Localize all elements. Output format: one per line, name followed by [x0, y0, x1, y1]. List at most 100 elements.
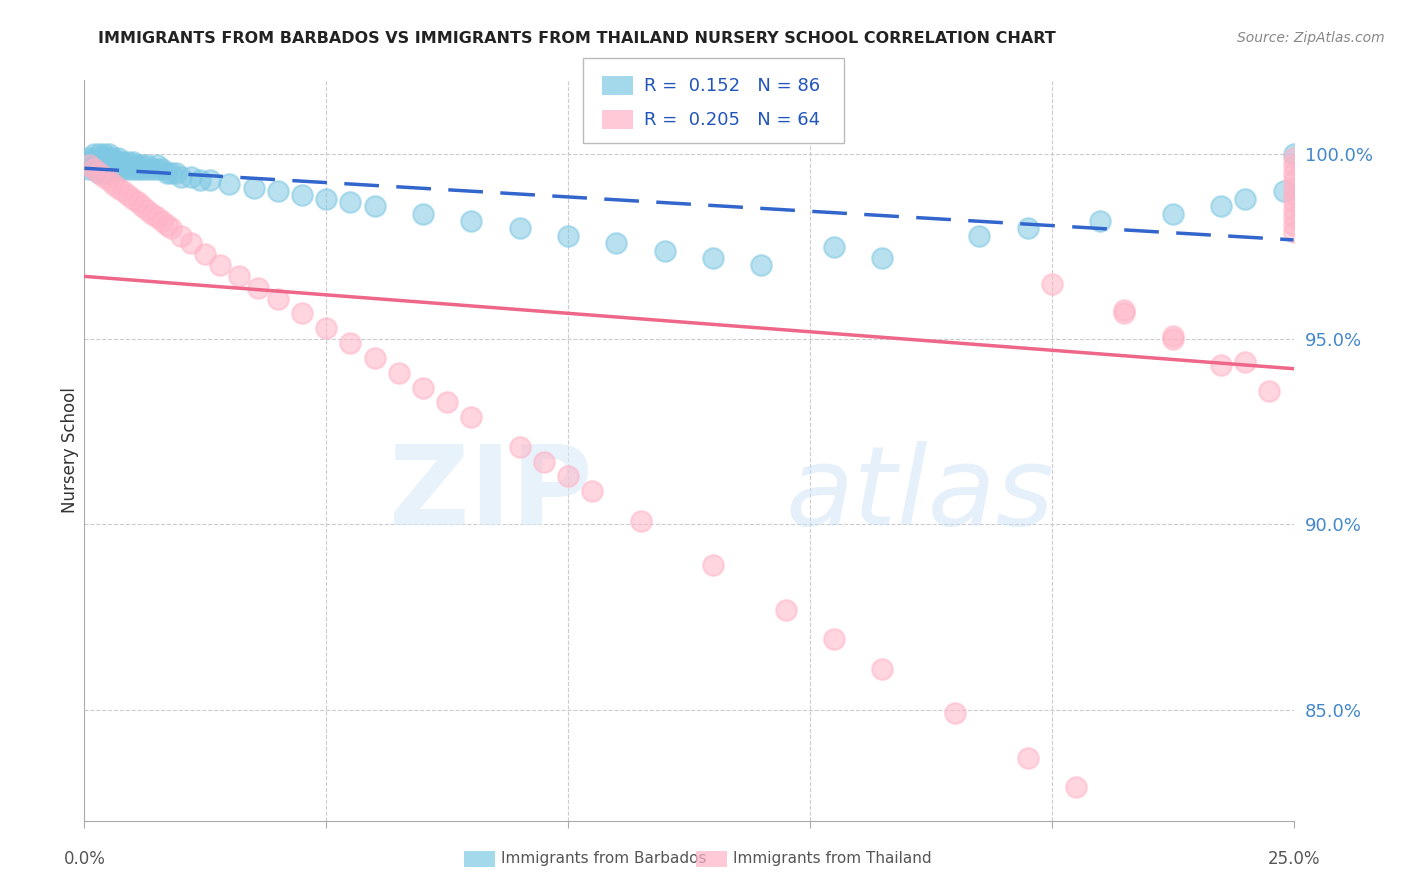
Point: [654, 244, 676, 258]
Point: [194, 247, 217, 261]
Point: [557, 469, 579, 483]
Point: [1161, 206, 1184, 220]
Point: [170, 169, 193, 184]
Point: [93, 158, 115, 172]
Text: Immigrants from Barbados: Immigrants from Barbados: [501, 852, 706, 866]
Point: [93, 151, 115, 165]
Point: [605, 236, 627, 251]
Point: [1282, 158, 1305, 172]
Point: [87, 166, 110, 180]
Point: [112, 162, 135, 177]
Point: [112, 158, 135, 172]
Point: [127, 162, 149, 177]
Point: [509, 440, 531, 454]
Point: [388, 366, 411, 380]
Point: [87, 166, 110, 180]
Point: [107, 158, 129, 172]
Point: [150, 214, 173, 228]
Point: [121, 192, 143, 206]
Point: [315, 321, 337, 335]
Point: [83, 147, 105, 161]
Point: [87, 158, 110, 172]
Point: [155, 218, 177, 232]
Point: [291, 188, 314, 202]
Point: [702, 251, 724, 265]
Point: [103, 154, 125, 169]
Point: [107, 154, 129, 169]
Point: [1282, 202, 1305, 217]
Point: [77, 151, 100, 165]
Point: [83, 162, 105, 177]
Point: [436, 395, 458, 409]
Text: Source: ZipAtlas.com: Source: ZipAtlas.com: [1237, 31, 1385, 45]
Point: [1282, 188, 1305, 202]
Point: [97, 158, 120, 172]
Point: [267, 184, 290, 198]
Point: [141, 206, 163, 220]
Point: [1161, 332, 1184, 346]
Point: [1282, 225, 1305, 239]
Point: [131, 162, 153, 177]
Text: Immigrants from Thailand: Immigrants from Thailand: [733, 852, 931, 866]
Point: [557, 228, 579, 243]
Point: [93, 162, 115, 177]
Point: [702, 558, 724, 573]
Text: ZIP: ZIP: [389, 442, 592, 549]
Point: [1064, 780, 1087, 795]
Point: [460, 410, 482, 425]
Point: [1282, 211, 1305, 225]
Point: [136, 158, 159, 172]
Point: [131, 158, 153, 172]
Text: atlas: atlas: [786, 442, 1054, 549]
Point: [943, 706, 966, 721]
Point: [150, 162, 173, 177]
Point: [339, 336, 361, 351]
Point: [155, 166, 177, 180]
Point: [630, 514, 652, 528]
Point: [77, 154, 100, 169]
Point: [93, 147, 115, 161]
Point: [103, 151, 125, 165]
Point: [112, 184, 135, 198]
Point: [1017, 221, 1039, 235]
Point: [87, 154, 110, 169]
Point: [1282, 195, 1305, 210]
Point: [823, 240, 845, 254]
Point: [77, 158, 100, 172]
Point: [160, 221, 183, 235]
Point: [83, 162, 105, 177]
Point: [165, 166, 187, 180]
Point: [1272, 184, 1295, 198]
Point: [1017, 750, 1039, 764]
Point: [112, 154, 135, 169]
Point: [107, 162, 129, 177]
Point: [1282, 151, 1305, 165]
Point: [412, 206, 434, 220]
Point: [160, 166, 183, 180]
Point: [146, 211, 169, 225]
Point: [1258, 384, 1281, 399]
Point: [1282, 166, 1305, 180]
Point: [87, 147, 110, 161]
Point: [509, 221, 531, 235]
Point: [117, 154, 139, 169]
Point: [218, 177, 240, 191]
Point: [121, 162, 143, 177]
Point: [291, 306, 314, 320]
Point: [1282, 147, 1305, 161]
Point: [190, 173, 212, 187]
Point: [247, 280, 270, 294]
Point: [87, 151, 110, 165]
Point: [533, 454, 555, 468]
Point: [1282, 180, 1305, 194]
Y-axis label: Nursery School: Nursery School: [62, 387, 80, 514]
Point: [97, 147, 120, 161]
Point: [412, 380, 434, 394]
Point: [267, 292, 290, 306]
Point: [117, 188, 139, 202]
Point: [363, 351, 385, 365]
Point: [872, 662, 894, 676]
Point: [198, 173, 221, 187]
Point: [83, 158, 105, 172]
Point: [121, 154, 143, 169]
